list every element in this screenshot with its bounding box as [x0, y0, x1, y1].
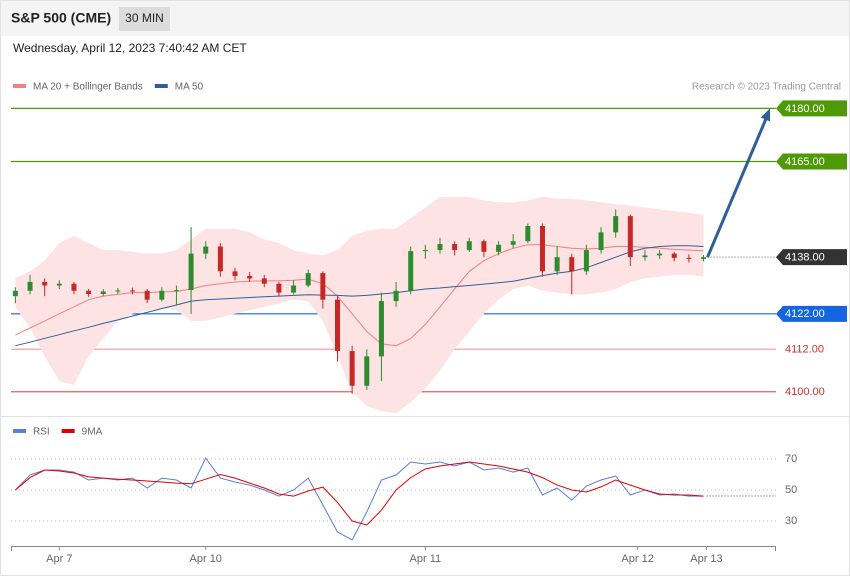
candle-body [349, 351, 355, 386]
level-label: 4138.00 [785, 252, 825, 264]
candle-body [481, 241, 487, 252]
y-tick-label: 30 [785, 515, 797, 527]
x-tick-label: Apr 11 [410, 553, 442, 565]
x-tick-label: Apr 13 [690, 553, 722, 565]
candle-body [320, 273, 326, 300]
candle-body [276, 283, 282, 293]
level-box [776, 153, 847, 170]
x-tick-label: Apr 10 [190, 553, 222, 565]
candle-body [496, 244, 502, 252]
candle-body [583, 250, 589, 272]
interval[interactable]: 30 MIN [125, 11, 164, 25]
candle-body [452, 244, 458, 251]
candle-body [378, 301, 384, 357]
candle-body [701, 257, 707, 259]
indicator-line [15, 461, 704, 526]
legend-label: 9MA [82, 427, 103, 438]
legend-label: MA 20 + Bollinger Bands [33, 82, 143, 93]
title: S&P 500 (CME) [11, 10, 111, 26]
legend-swatch [61, 429, 75, 433]
candle-body [71, 283, 77, 291]
candle-body [247, 275, 253, 279]
candle-body [159, 290, 165, 300]
candle-body [393, 290, 399, 302]
level-label: 4122.00 [785, 308, 825, 320]
legend-swatch [154, 84, 168, 88]
candle-body [466, 241, 472, 251]
level-label: 4165.00 [785, 156, 825, 168]
legend-label: RSI [33, 427, 50, 438]
credit: Research © 2023 Trading Central [692, 82, 841, 93]
bollinger-band [15, 196, 704, 413]
legend-label: MA 50 [175, 82, 204, 93]
candle-body [232, 271, 238, 276]
candle-body [86, 290, 92, 295]
level-box [776, 249, 847, 266]
candle-body [130, 290, 136, 292]
candle-body [364, 356, 370, 386]
candle-body [598, 232, 604, 251]
level-label: 4180.00 [785, 103, 825, 115]
candle-body [613, 216, 619, 233]
y-tick-label: 50 [785, 484, 797, 496]
x-tick-label: Apr 7 [46, 553, 72, 565]
candle-body [334, 299, 340, 352]
candle-body [12, 290, 18, 297]
ma-line [15, 244, 704, 347]
arrow-head [760, 108, 771, 122]
interval-box[interactable] [119, 7, 170, 31]
candle-body [42, 281, 48, 286]
legend-swatch [13, 84, 26, 88]
candle-body [305, 273, 311, 286]
level-box [776, 305, 847, 322]
level-label: 4112.00 [785, 344, 824, 356]
candle-body [686, 257, 692, 259]
candle-body [188, 253, 194, 291]
candle-body [115, 290, 121, 292]
timestamp: Wednesday, April 12, 2023 7:40:42 AM CET [13, 41, 247, 55]
indicator-line [15, 457, 704, 541]
candle-body [261, 278, 267, 284]
candle-body [539, 225, 545, 272]
candle-body [100, 291, 106, 295]
candle-body [203, 246, 209, 254]
legend-swatch [13, 429, 26, 433]
candle-body [217, 246, 223, 272]
candle-body [627, 216, 633, 258]
candle-body [510, 241, 516, 245]
candle-body [422, 250, 428, 252]
projection-arrow [706, 115, 769, 258]
candle-body [569, 257, 575, 272]
candle-body [291, 285, 297, 293]
candle-body [657, 253, 663, 256]
candle-body [56, 283, 62, 286]
candle-body [437, 244, 443, 251]
y-tick-label: 70 [785, 453, 797, 465]
candle-body [144, 290, 150, 300]
candle-body [173, 290, 179, 292]
candle-body [554, 257, 560, 272]
candle-body [642, 255, 648, 258]
x-tick-label: Apr 12 [621, 553, 653, 565]
candle-body [27, 281, 33, 291]
level-box [776, 100, 847, 117]
candle-body [525, 225, 531, 242]
candle-body [408, 251, 414, 291]
level-label: 4100.00 [785, 386, 825, 398]
candle-body [671, 253, 677, 258]
